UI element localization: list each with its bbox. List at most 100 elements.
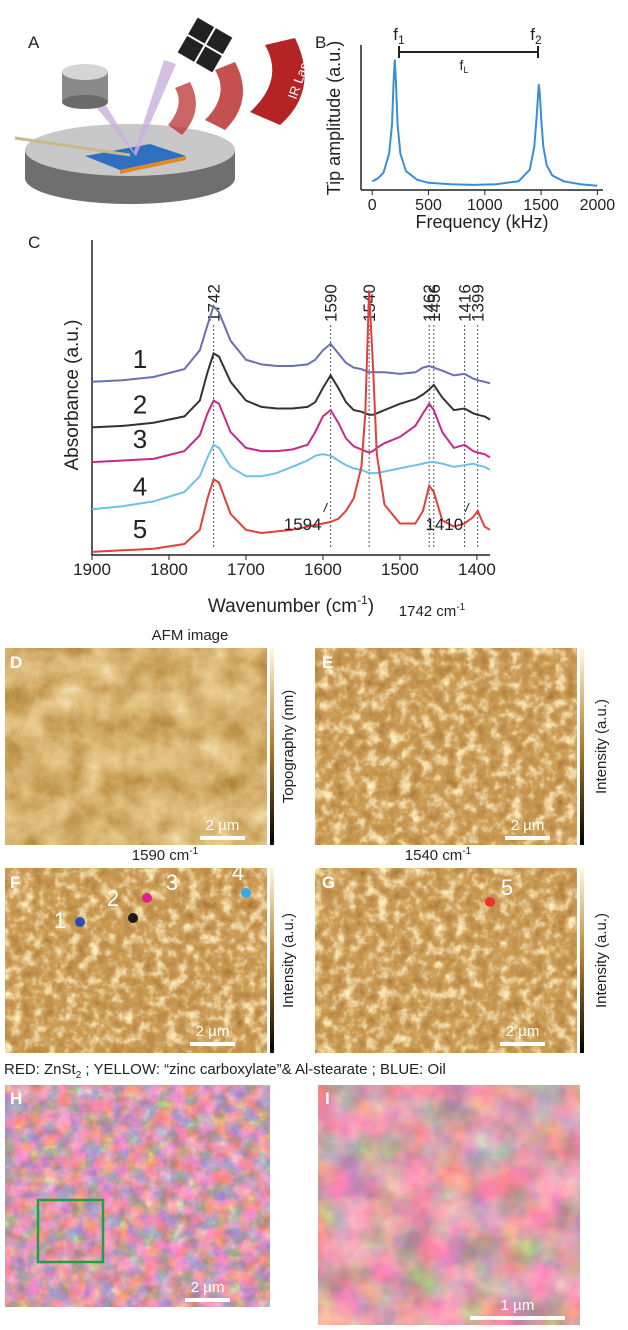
x-tick-label: 1400 [458, 560, 496, 579]
x-axis-label-sup: -1 [357, 593, 368, 607]
x-tick-label: 500 [415, 197, 442, 214]
y-axis-label: Absorbance (a.u.) [62, 319, 83, 470]
series-label: 5 [133, 514, 147, 544]
beam [92, 60, 176, 156]
annotation: f1 [393, 25, 405, 47]
panel-letter: E [322, 653, 333, 672]
map-image [318, 1085, 580, 1325]
fl-bar [398, 46, 539, 58]
series-label: 3 [133, 424, 147, 454]
peak-annotation: 1410 [425, 515, 463, 534]
line-series [91, 399, 491, 464]
map-point [75, 917, 85, 927]
annotation-sub: 1 [398, 33, 405, 47]
composite-legend: RED: ZnSt2 ; YELLOW: “zinc carboxylate”&… [4, 1061, 446, 1081]
peak-label: 1456 [425, 284, 444, 322]
legend-sub: 2 [76, 1070, 82, 1081]
x-tick-label: 1500 [381, 560, 419, 579]
line-series [91, 443, 491, 511]
detector [177, 17, 233, 73]
scale-bar [470, 1316, 565, 1320]
map-image [5, 648, 267, 845]
panel-letter: H [10, 1089, 22, 1108]
sample-edge [120, 156, 186, 174]
map-point [128, 913, 138, 923]
peak-label: 1416 [456, 284, 475, 322]
x-tick-label: 0 [368, 197, 377, 214]
colorbar [270, 648, 274, 845]
x-axis-label: Frequency (kHz) [415, 212, 548, 232]
peak-label: 1399 [469, 284, 488, 322]
map-point-label: 4 [232, 860, 244, 885]
map-point [241, 888, 251, 898]
x-tick-label: 1500 [523, 197, 559, 214]
panel-letter: D [10, 653, 22, 672]
map-title-text: 1590 cm [132, 847, 190, 864]
peak-annotation: 1594 [284, 515, 322, 534]
panel-letter: G [322, 873, 335, 892]
legend-text: ; YELLOW: “zinc carboxylate”& Al-stearat… [81, 1061, 446, 1078]
y-axis-label: Tip amplitude (a.u.) [324, 41, 344, 195]
legend-text: RED: ZnSt [4, 1061, 77, 1078]
map-point-label: 5 [501, 875, 513, 900]
map-image [315, 868, 577, 1053]
x-tick-label: 1000 [467, 197, 503, 214]
colorbar-label: Intensity (a.u.) [593, 913, 610, 1008]
map-point-label: 2 [107, 886, 119, 911]
map-image [5, 868, 267, 1053]
charts: 0 500 1000 1500 2000 1900 1800 1700 1600 1500 1400… [73, 45, 615, 579]
series-label: 1 [133, 344, 147, 374]
peak-label: 1462 [420, 284, 439, 322]
objective-bottom [62, 95, 108, 109]
x-tick-label: 1800 [150, 560, 188, 579]
annotation-tick [323, 502, 329, 513]
series-label: 2 [133, 389, 147, 419]
map-title-text: 1742 cm [399, 603, 457, 620]
scale-bar-label: 2 µm [506, 1023, 540, 1040]
map-title: 1742 cm-1 [399, 602, 466, 620]
x-axis-label-end: ) [368, 596, 374, 617]
annotation-text: f [530, 25, 535, 44]
annotation-text: f [393, 25, 398, 44]
annotation-sub: L [463, 65, 468, 75]
panel-letter: B [315, 33, 326, 52]
map-point [485, 897, 495, 907]
map-title: 1590 cm-1 [132, 846, 199, 864]
map-point-label: 3 [166, 870, 178, 895]
scale-bar-label: 2 µm [196, 1023, 230, 1040]
map-title-sup: -1 [462, 846, 471, 857]
x-axis-label: Wavenumber (cm-1) [208, 593, 374, 617]
colorbar-label: Intensity (a.u.) [280, 913, 297, 1008]
x-axis-label-text: Wavenumber (cm [208, 596, 357, 617]
colorbar [580, 868, 584, 1053]
scale-bar [200, 836, 245, 840]
panel-letter: A [28, 33, 40, 52]
map-image [315, 648, 577, 845]
colorbar-label: Intensity (a.u.) [593, 699, 610, 794]
x-tick-label: 1600 [304, 560, 342, 579]
x-tick-label: 1700 [227, 560, 265, 579]
scale-bar [190, 1042, 235, 1046]
cantilever [14, 136, 131, 157]
inset-box [36, 1198, 105, 1264]
scale-bar [185, 1298, 230, 1302]
map-title-sup: -1 [189, 846, 198, 857]
map-point [142, 893, 152, 903]
scale-bar-label: 2 µm [206, 817, 240, 834]
scale-bar-label: 2 µm [191, 1279, 225, 1296]
map-point-label: 1 [54, 908, 66, 933]
panel-letter: F [10, 873, 20, 892]
x-tick-label: 1900 [73, 560, 111, 579]
panel-letter: I [325, 1089, 330, 1108]
laser [168, 38, 305, 135]
line-series [91, 290, 491, 553]
map-title-text: AFM image [152, 627, 229, 644]
map-image [5, 1085, 270, 1307]
scale-bar-label: 1 µm [501, 1297, 535, 1314]
panel-letter: C [28, 233, 40, 252]
annotation: f2 [530, 25, 542, 47]
colorbar [580, 648, 584, 845]
sample [85, 144, 186, 170]
line-series [371, 59, 598, 187]
